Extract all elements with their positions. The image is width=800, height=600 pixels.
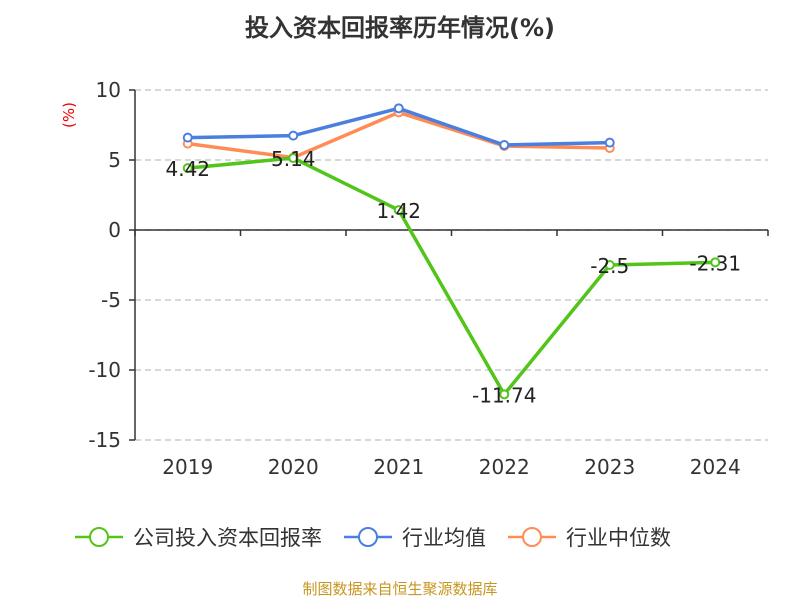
- legend-label: 公司投入资本回报率: [133, 526, 322, 550]
- x-tick-label: 2022: [479, 455, 530, 479]
- y-tick-label: 10: [96, 78, 121, 102]
- data-label: 1.42: [376, 199, 421, 223]
- data-point: [288, 153, 299, 164]
- y-tick-label: -10: [88, 358, 121, 382]
- legend-label: 行业均值: [402, 526, 486, 550]
- y-tick-label: -15: [88, 428, 121, 452]
- y-tick-label: 5: [108, 148, 121, 172]
- x-tick-label: 2024: [690, 455, 741, 479]
- data-point: [499, 389, 510, 400]
- legend-marker: [358, 527, 378, 547]
- data-source: 制图数据来自恒生聚源数据库: [302, 580, 498, 598]
- legend-marker: [89, 527, 109, 547]
- chart-title: 投入资本回报率历年情况(%): [245, 14, 555, 42]
- data-point: [499, 140, 510, 151]
- data-point: [288, 130, 299, 141]
- data-point: [182, 132, 193, 143]
- legend-marker: [522, 527, 542, 547]
- data-label: 5.14: [271, 147, 316, 171]
- data-label: -2.31: [689, 251, 741, 275]
- data-point: [393, 205, 404, 216]
- data-point: [393, 103, 404, 114]
- y-tick-label: 0: [108, 218, 121, 242]
- data-label: -11.74: [472, 383, 536, 407]
- x-tick-label: 2020: [268, 455, 319, 479]
- data-point: [182, 163, 193, 174]
- data-label: 4.42: [165, 157, 210, 181]
- x-tick-label: 2021: [373, 455, 424, 479]
- legend-label: 行业中位数: [566, 526, 671, 550]
- data-point: [604, 260, 615, 270]
- data-label: -2.5: [590, 254, 629, 278]
- y-tick-label: -5: [101, 288, 121, 312]
- x-tick-label: 2023: [584, 455, 635, 479]
- data-point: [710, 257, 721, 268]
- data-point: [604, 137, 615, 148]
- series-line: [187, 156, 716, 398]
- x-tick-label: 2019: [162, 455, 213, 479]
